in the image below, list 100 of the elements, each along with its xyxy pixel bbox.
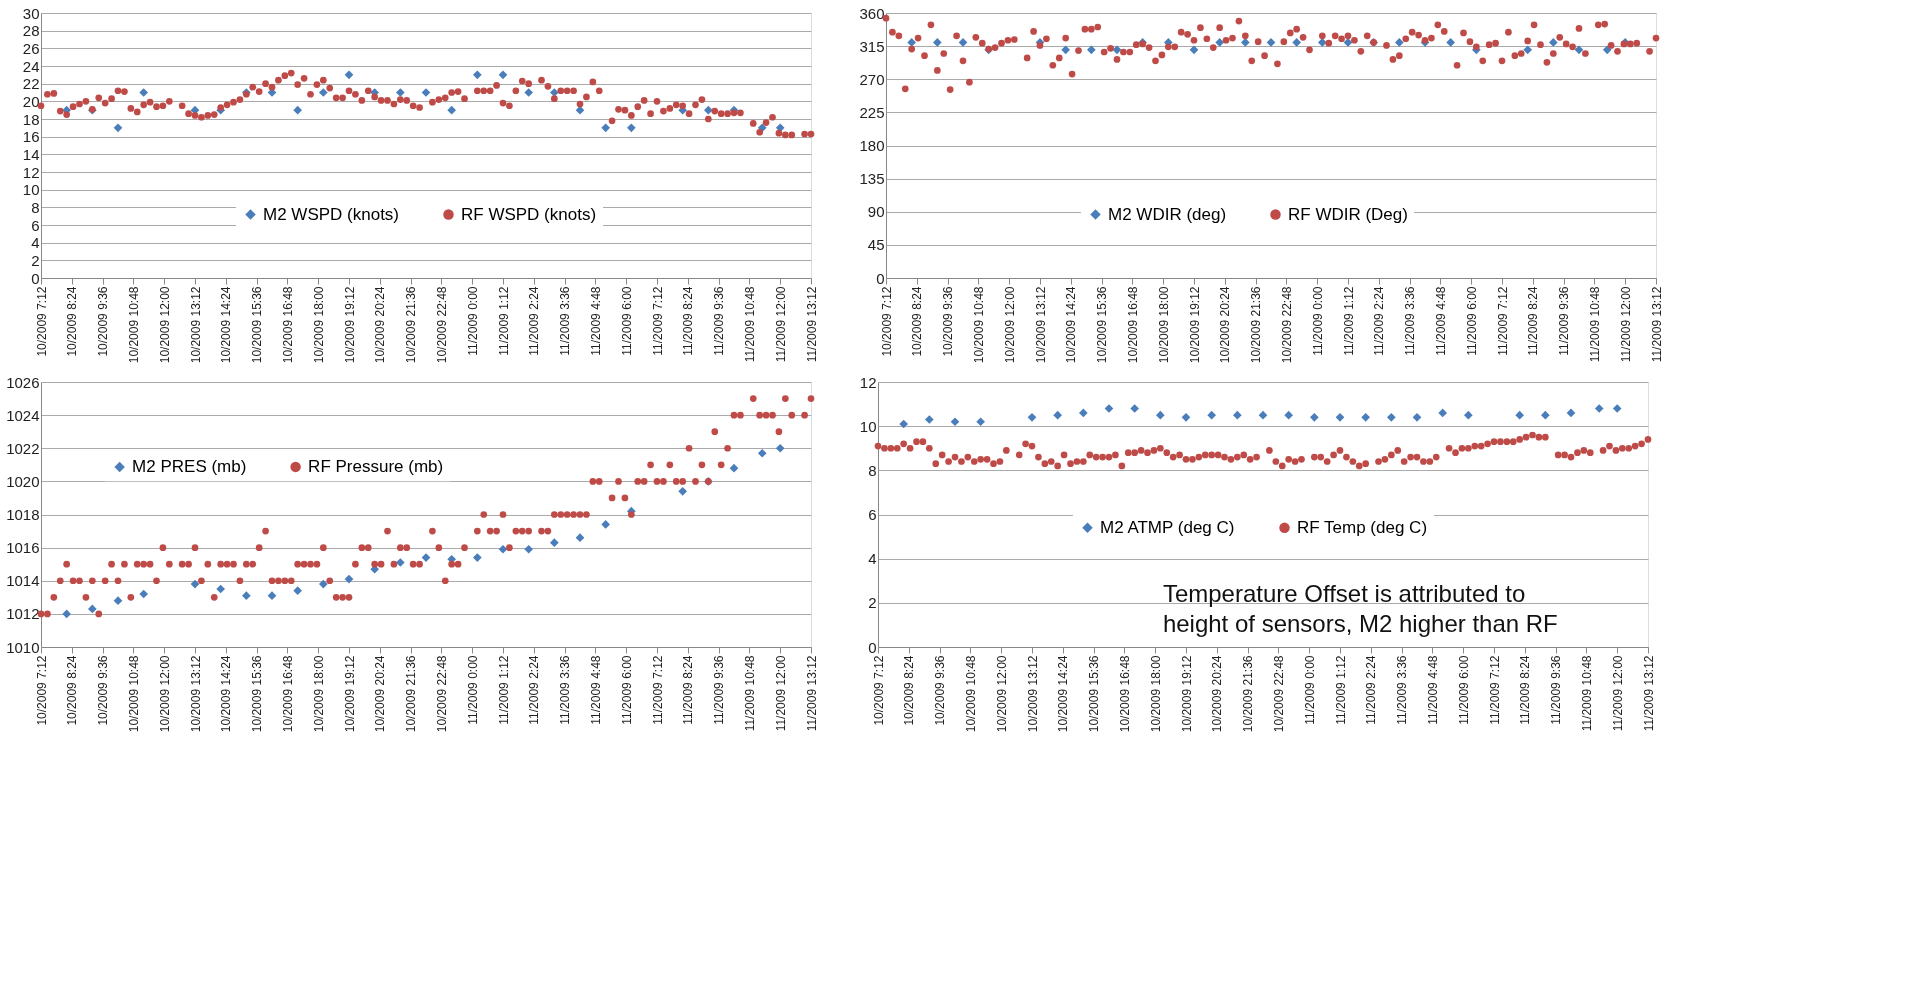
x-tick-label: 11/2009 13:12 [1649, 286, 1664, 363]
x-tick-label: 11/2009 10:48 [1587, 286, 1602, 363]
x-tick-label: 10/2009 20:24 [373, 286, 388, 364]
x-tick-label: 10/2009 7:12 [879, 286, 894, 357]
x-tick-label: 10/2009 18:00 [1148, 655, 1163, 733]
x-tick-label: 11/2009 9:36 [1557, 286, 1572, 356]
x-tick-label: 10/2009 12:00 [994, 655, 1009, 733]
x-tick-label: 10/2009 13:12 [1025, 655, 1040, 733]
x-tick-label: 10/2009 15:36 [1095, 286, 1110, 364]
x-tick-label: 11/2009 10:48 [1579, 655, 1594, 732]
y-tick-label: 4 [31, 234, 40, 252]
x-tick-label: 11/2009 12:00 [773, 655, 788, 732]
x-tick-label: 10/2009 14:24 [219, 286, 234, 364]
y-tick-label: 12 [22, 163, 40, 181]
x-tick-label: 10/2009 15:36 [1087, 655, 1102, 733]
x-tick-label: 11/2009 7:12 [650, 655, 665, 725]
legend-label: RF Pressure (mb) [308, 456, 444, 476]
x-tick-label: 11/2009 10:48 [742, 655, 757, 732]
y-tick-label: 180 [859, 137, 885, 154]
x-tick-label: 11/2009 6:00 [1456, 655, 1471, 725]
x-tick-label: 11/2009 13:12 [1641, 655, 1656, 732]
x-tick-label: 11/2009 4:48 [588, 286, 603, 356]
y-tick-label: 0 [31, 269, 40, 287]
x-tick-label: 10/2009 15:36 [250, 286, 265, 364]
legend-label: M2 ATMP (deg C) [1100, 517, 1235, 537]
x-tick-label: 11/2009 8:24 [681, 655, 696, 725]
y-tick-label: 14 [22, 145, 40, 163]
x-tick-label: 10/2009 18:00 [311, 655, 326, 733]
y-tick-label: 1020 [6, 472, 40, 490]
x-tick-label: 10/2009 21:36 [404, 655, 419, 733]
y-tick-label: 20 [22, 92, 40, 110]
x-tick-label: 10/2009 13:12 [1033, 286, 1048, 364]
x-tick-label: 10/2009 7:12 [34, 286, 49, 357]
x-tick-label: 11/2009 0:00 [1302, 655, 1317, 725]
x-tick-label: 10/2009 19:12 [1179, 655, 1194, 733]
x-tick-label: 11/2009 12:00 [773, 286, 788, 363]
y-tick-label: 2 [868, 594, 877, 612]
x-tick-label: 10/2009 22:48 [434, 655, 449, 733]
x-tick-label: 10/2009 12:00 [157, 655, 172, 733]
x-tick-label: 10/2009 8:24 [910, 286, 925, 357]
x-tick-label: 11/2009 4:48 [588, 655, 603, 725]
y-tick-label: 10 [22, 181, 40, 199]
x-tick-label: 11/2009 7:12 [650, 286, 665, 356]
y-tick-label: 6 [31, 216, 40, 234]
x-tick-label: 10/2009 20:24 [373, 655, 388, 733]
legend-label: RF WSPD (knots) [461, 204, 597, 224]
x-tick-label: 10/2009 7:12 [34, 655, 49, 726]
x-tick-label: 11/2009 4:48 [1433, 286, 1448, 356]
y-tick-label: 30 [22, 4, 40, 22]
x-tick-label: 10/2009 16:48 [280, 286, 295, 364]
x-tick-label: 11/2009 3:36 [558, 286, 573, 356]
x-tick-label: 10/2009 21:36 [404, 286, 419, 364]
x-tick-label: 11/2009 1:12 [1333, 655, 1348, 725]
x-tick-label: 10/2009 18:00 [1156, 286, 1171, 364]
x-tick-label: 11/2009 8:24 [1526, 286, 1541, 356]
x-tick-label: 11/2009 1:12 [496, 655, 511, 725]
y-tick-label: 12 [859, 373, 877, 391]
x-tick-label: 11/2009 12:00 [1610, 655, 1625, 732]
x-tick-label: 11/2009 3:36 [558, 655, 573, 725]
y-tick-label: 26 [22, 39, 40, 57]
x-tick-label: 11/2009 9:36 [712, 286, 727, 356]
y-tick-label: 22 [22, 75, 40, 93]
x-tick-label: 10/2009 20:24 [1210, 655, 1225, 733]
x-tick-label: 11/2009 2:24 [527, 655, 542, 725]
x-tick-label: 11/2009 2:24 [1364, 655, 1379, 725]
x-tick-label: 10/2009 16:48 [1125, 286, 1140, 364]
y-tick-label: 0 [868, 638, 877, 656]
x-tick-label: 10/2009 22:48 [1279, 286, 1294, 364]
x-tick-label: 10/2009 12:00 [1002, 286, 1017, 364]
y-tick-label: 1010 [6, 638, 40, 656]
legend-label: M2 PRES (mb) [132, 456, 247, 476]
x-tick-label: 11/2009 0:00 [465, 655, 480, 725]
x-tick-label: 10/2009 14:24 [219, 655, 234, 733]
x-tick-label: 11/2009 6:00 [1464, 286, 1479, 356]
x-tick-label: 10/2009 10:48 [126, 286, 141, 364]
x-tick-label: 11/2009 4:48 [1425, 655, 1440, 725]
y-tick-label: 1026 [6, 373, 40, 391]
x-tick-label: 10/2009 22:48 [434, 286, 449, 364]
x-tick-label: 10/2009 8:24 [65, 286, 80, 357]
y-tick-label: 1018 [6, 506, 40, 523]
x-tick-label: 10/2009 19:12 [342, 655, 357, 733]
x-tick-label: 11/2009 8:24 [1518, 655, 1533, 725]
x-tick-label: 10/2009 7:12 [871, 655, 886, 726]
x-tick-label: 11/2009 13:12 [804, 286, 819, 363]
y-tick-label: 360 [859, 4, 885, 22]
y-tick-label: 0 [876, 269, 885, 287]
x-tick-label: 10/2009 9:36 [941, 286, 956, 357]
x-tick-label: 10/2009 16:48 [1117, 655, 1132, 733]
x-tick-label: 11/2009 1:12 [496, 286, 511, 356]
x-tick-label: 10/2009 9:36 [96, 655, 111, 726]
legend-label: RF Temp (deg C) [1297, 517, 1428, 537]
y-tick-label: 18 [22, 110, 40, 128]
x-tick-label: 11/2009 7:12 [1487, 655, 1502, 725]
x-tick-label: 10/2009 12:00 [157, 286, 172, 364]
y-tick-label: 6 [868, 506, 877, 523]
x-tick-label: 11/2009 3:36 [1395, 655, 1410, 725]
y-tick-label: 24 [22, 57, 40, 75]
x-tick-label: 11/2009 10:48 [742, 286, 757, 363]
y-tick-label: 1012 [6, 605, 40, 623]
annotation: Temperature Offset is attributed to height of sensors, M2 higher than RF [1162, 580, 1558, 638]
